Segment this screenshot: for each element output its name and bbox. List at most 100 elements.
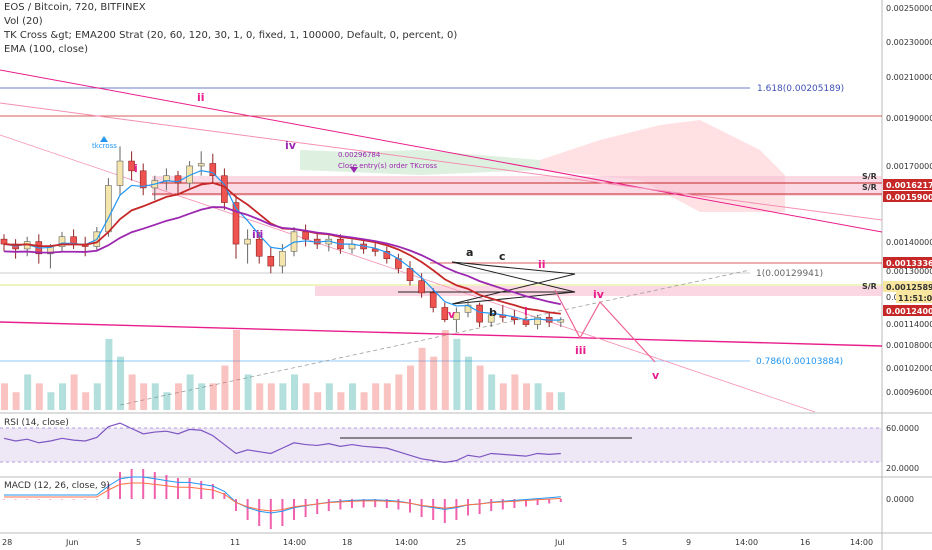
macd-bar bbox=[548, 499, 551, 504]
candle-body bbox=[197, 163, 205, 167]
time-tick: Jun bbox=[65, 538, 79, 547]
volume-bar bbox=[372, 383, 380, 410]
macd-bar bbox=[130, 469, 133, 499]
wave-label: a bbox=[466, 246, 473, 259]
macd-bar bbox=[490, 499, 493, 511]
macd-bar bbox=[26, 499, 29, 500]
candle-body bbox=[487, 314, 495, 323]
macd-bar bbox=[293, 499, 295, 520]
fib-label-1618: 1.618(0.00205189) bbox=[757, 84, 844, 94]
price-tick: 0.00130000 bbox=[886, 267, 932, 276]
exit-arrow-icon bbox=[350, 167, 358, 173]
macd-bar bbox=[327, 499, 330, 511]
wave-label: iii bbox=[252, 228, 263, 241]
volume-bar bbox=[47, 392, 55, 410]
price-badge bbox=[883, 191, 932, 202]
macd-bar bbox=[72, 499, 75, 500]
volume-bar bbox=[465, 356, 472, 410]
wave-projection bbox=[554, 289, 656, 363]
macd-pane[interactable] bbox=[0, 478, 882, 533]
macd-bar bbox=[374, 499, 377, 508]
price-tick: 0.00250000 bbox=[886, 4, 932, 13]
legend-volume[interactable]: Vol (20) bbox=[4, 16, 43, 27]
macd-signal-line bbox=[4, 482, 561, 512]
volume-bar bbox=[441, 330, 449, 410]
price-tick: 0.00096000 bbox=[886, 388, 932, 397]
volume-bar bbox=[163, 392, 171, 410]
price-badge bbox=[883, 305, 932, 316]
time-axis[interactable]: 28 Jun 5 11 14:00 18 14:00 25 Jul 5 9 14… bbox=[2, 538, 873, 547]
sr-label: S/R bbox=[862, 183, 877, 192]
candle-body bbox=[429, 292, 437, 308]
candle-body bbox=[441, 307, 449, 321]
volume-bar bbox=[523, 383, 530, 410]
rsi-layer bbox=[3, 422, 561, 464]
candle-body bbox=[279, 251, 286, 267]
wave-label: v bbox=[448, 308, 456, 321]
candle-body bbox=[255, 238, 263, 257]
macd-label[interactable]: MACD (12, 26, close, 9) bbox=[4, 481, 110, 491]
legend-ema[interactable]: EMA (100, close) bbox=[4, 44, 88, 55]
legend-strategy[interactable]: TK Cross &gt; EMA200 Strat (20, 60, 120,… bbox=[4, 30, 458, 41]
wave-label: ii bbox=[538, 258, 546, 271]
pink-trend-3 bbox=[0, 321, 883, 347]
price-badge-text: 0.00125890 bbox=[886, 283, 932, 292]
sr-label: S/R bbox=[862, 172, 877, 181]
macd-bar bbox=[525, 499, 527, 507]
time-tick: 14:00 bbox=[735, 538, 758, 547]
volume-bar bbox=[1, 383, 8, 410]
sr-zone-upper bbox=[152, 176, 882, 196]
volume-bar bbox=[244, 374, 252, 410]
ema-line bbox=[3, 206, 561, 306]
candle-body bbox=[244, 238, 251, 245]
volume-bar bbox=[175, 383, 182, 410]
macd-bar bbox=[467, 499, 469, 516]
wave-label: iv bbox=[285, 139, 297, 152]
volume-bar bbox=[534, 383, 542, 410]
wave-label: c bbox=[499, 250, 506, 263]
wave-label: i bbox=[134, 162, 138, 175]
wave-label: iv bbox=[593, 288, 605, 301]
rsi-tick: 20.0000 bbox=[886, 464, 919, 473]
macd-bar bbox=[351, 499, 353, 508]
macd-bar bbox=[409, 499, 411, 513]
pink-trend-2 bbox=[0, 102, 883, 221]
macd-bar bbox=[177, 478, 179, 499]
legend-symbol[interactable]: EOS / Bitcoin, 720, BITFINEX bbox=[4, 2, 146, 13]
volume-bar bbox=[337, 392, 345, 410]
price-tick: 0.00114000 bbox=[886, 320, 932, 329]
volume-bar bbox=[291, 374, 298, 410]
time-tick: 5 bbox=[622, 538, 627, 547]
price-tick: 0.00210000 bbox=[886, 73, 932, 82]
volume-bar bbox=[12, 392, 20, 410]
volume-bar bbox=[302, 383, 310, 410]
macd-bar bbox=[281, 499, 284, 526]
rsi-label[interactable]: RSI (14, close) bbox=[4, 418, 69, 428]
macd-bar bbox=[107, 484, 110, 499]
volume-bar bbox=[93, 383, 101, 410]
candle-body bbox=[453, 312, 460, 321]
candle-body bbox=[267, 255, 275, 267]
volume-layer bbox=[1, 330, 565, 410]
volume-bar bbox=[546, 392, 554, 410]
volume-bar bbox=[557, 392, 565, 410]
wave-label: i bbox=[524, 305, 528, 318]
sr-label: S/R bbox=[862, 282, 877, 291]
drawings-layer bbox=[0, 69, 883, 439]
rsi-band bbox=[0, 428, 882, 462]
volume-bar bbox=[209, 383, 217, 410]
volume-bar bbox=[82, 392, 90, 410]
candle-body bbox=[163, 175, 170, 181]
volume-bar bbox=[488, 374, 496, 410]
annotation-text: Close entry(s) order TKcross bbox=[338, 162, 437, 170]
volume-bar bbox=[349, 383, 356, 410]
candle-body bbox=[232, 202, 240, 245]
rsi-tick: 60.0000 bbox=[886, 424, 919, 433]
macd-bar bbox=[362, 499, 365, 508]
volume-bar bbox=[511, 374, 519, 410]
fib-label-1: 1(0.00129941) bbox=[756, 269, 823, 279]
macd-bar bbox=[37, 499, 40, 500]
volume-bar bbox=[407, 365, 414, 410]
